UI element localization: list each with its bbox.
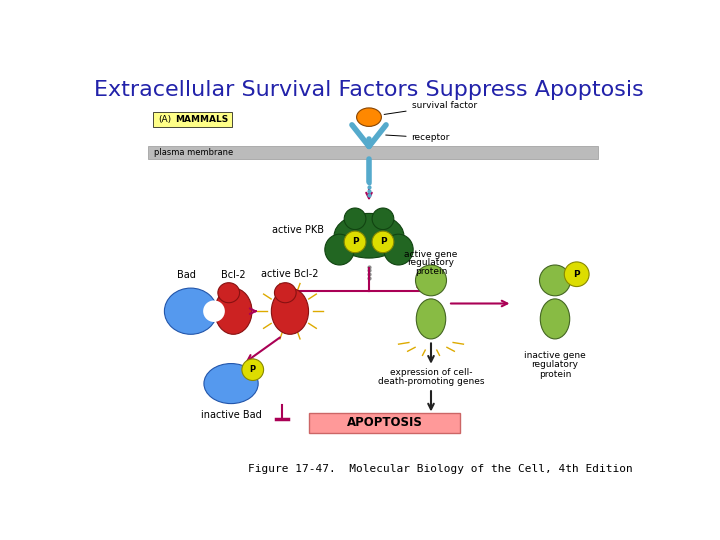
Text: death-promoting genes: death-promoting genes bbox=[378, 377, 485, 387]
Text: plasma membrane: plasma membrane bbox=[153, 148, 233, 157]
Ellipse shape bbox=[271, 288, 309, 334]
Text: protein: protein bbox=[415, 267, 447, 276]
Text: active PKB: active PKB bbox=[272, 225, 324, 234]
Text: inactive Bad: inactive Bad bbox=[201, 410, 261, 420]
Ellipse shape bbox=[215, 288, 252, 334]
FancyBboxPatch shape bbox=[153, 112, 232, 127]
Text: MAMMALS: MAMMALS bbox=[175, 115, 228, 124]
Ellipse shape bbox=[204, 363, 258, 403]
Circle shape bbox=[564, 262, 589, 287]
Text: survival factor: survival factor bbox=[384, 101, 477, 114]
Text: regulatory: regulatory bbox=[531, 361, 578, 369]
Ellipse shape bbox=[356, 108, 382, 126]
Ellipse shape bbox=[203, 300, 225, 322]
Text: active Bcl-2: active Bcl-2 bbox=[261, 269, 319, 279]
Text: P: P bbox=[352, 238, 359, 246]
Text: expression of cell-: expression of cell- bbox=[390, 368, 472, 377]
Text: P: P bbox=[573, 270, 580, 279]
Ellipse shape bbox=[344, 208, 366, 230]
Text: receptor: receptor bbox=[386, 133, 450, 142]
Text: protein: protein bbox=[539, 370, 571, 379]
Ellipse shape bbox=[334, 213, 404, 258]
Ellipse shape bbox=[540, 299, 570, 339]
Circle shape bbox=[415, 265, 446, 296]
Circle shape bbox=[372, 231, 394, 253]
Text: active gene: active gene bbox=[405, 250, 458, 259]
Ellipse shape bbox=[384, 234, 413, 265]
Text: inactive gene: inactive gene bbox=[524, 351, 586, 360]
Ellipse shape bbox=[416, 299, 446, 339]
Text: Figure 17-47.  Molecular Biology of the Cell, 4th Edition: Figure 17-47. Molecular Biology of the C… bbox=[248, 464, 632, 475]
Ellipse shape bbox=[164, 288, 217, 334]
FancyBboxPatch shape bbox=[309, 413, 461, 433]
Ellipse shape bbox=[372, 208, 394, 230]
Text: (A): (A) bbox=[158, 115, 171, 124]
Ellipse shape bbox=[325, 234, 354, 265]
Circle shape bbox=[344, 231, 366, 253]
Text: P: P bbox=[250, 365, 256, 374]
Text: APOPTOSIS: APOPTOSIS bbox=[346, 416, 423, 429]
Circle shape bbox=[242, 359, 264, 381]
Circle shape bbox=[539, 265, 570, 296]
Text: P: P bbox=[379, 238, 386, 246]
Text: Bcl-2: Bcl-2 bbox=[221, 271, 246, 280]
Text: Bad: Bad bbox=[176, 271, 196, 280]
Text: Extracellular Survival Factors Suppress Apoptosis: Extracellular Survival Factors Suppress … bbox=[94, 80, 644, 100]
Text: regulatory: regulatory bbox=[408, 258, 454, 267]
FancyBboxPatch shape bbox=[148, 146, 598, 159]
Ellipse shape bbox=[218, 283, 240, 303]
Ellipse shape bbox=[274, 283, 296, 303]
